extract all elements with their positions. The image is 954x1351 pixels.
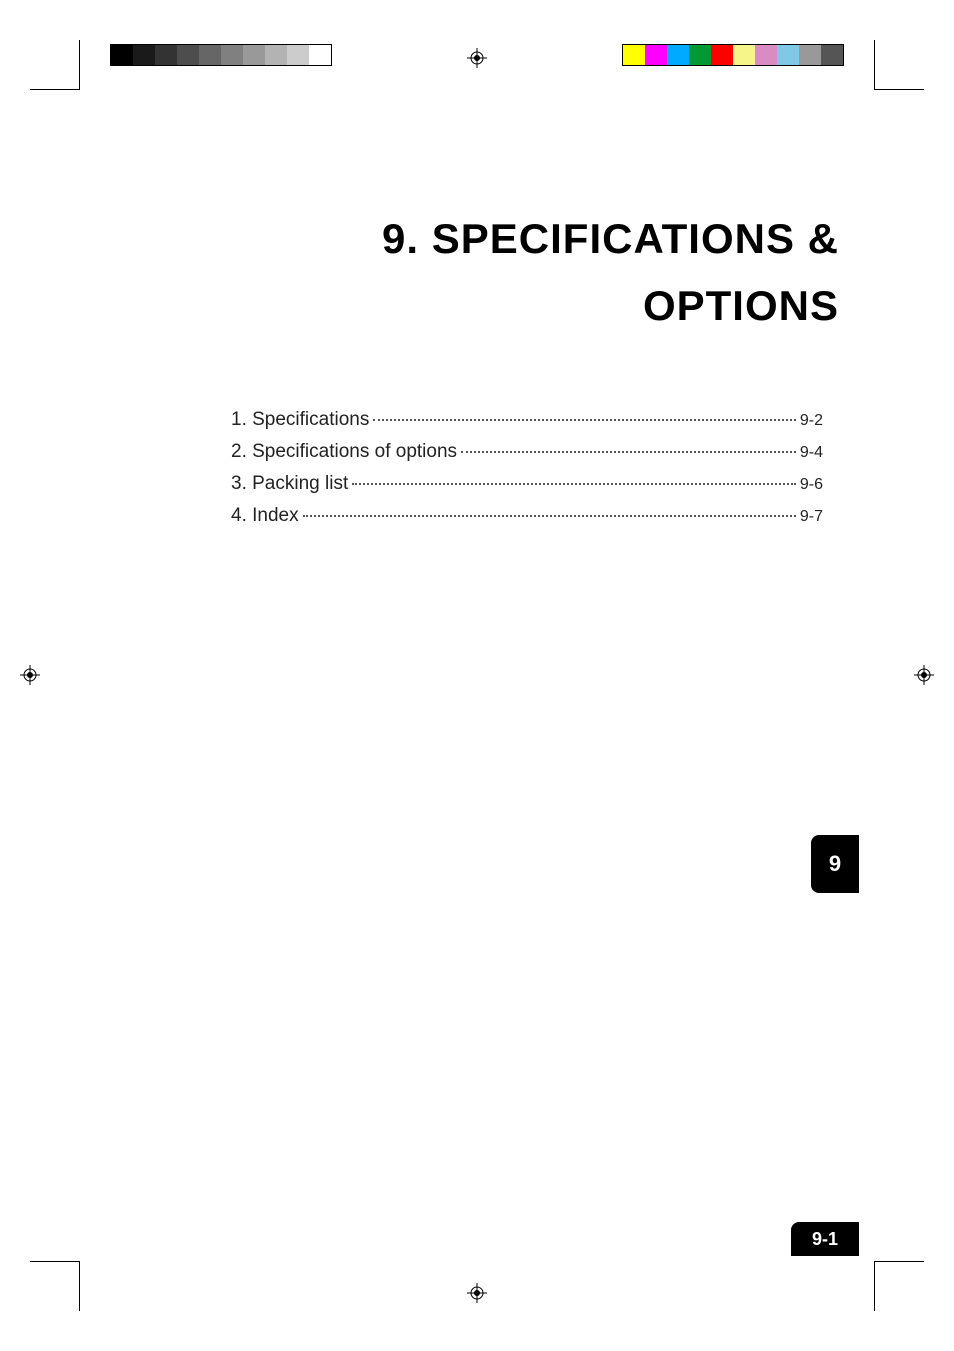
registration-mark-top (467, 48, 487, 68)
toc-leader-dots (303, 515, 796, 517)
gray-swatch (133, 45, 155, 65)
page-content: 9. SPECIFICATIONS & OPTIONS 1. Specifica… (95, 95, 859, 1256)
toc-label: 2. Specifications of options (231, 441, 457, 463)
toc-row: 1. Specifications 9-2 (231, 409, 823, 431)
color-calibration-strip (622, 44, 844, 66)
gray-swatch (111, 45, 133, 65)
toc-row: 4. Index 9-7 (231, 505, 823, 527)
crop-mark-top-left (30, 40, 80, 90)
title-line-1: 9. SPECIFICATIONS & (382, 215, 839, 262)
toc-label: 3. Packing list (231, 473, 348, 495)
gray-swatch (221, 45, 243, 65)
toc-leader-dots (352, 483, 796, 485)
color-swatch (733, 45, 755, 65)
toc-row: 3. Packing list 9-6 (231, 473, 823, 495)
gray-swatch (155, 45, 177, 65)
registration-mark-bottom (467, 1283, 487, 1303)
toc-leader-dots (373, 419, 796, 421)
color-swatch (799, 45, 821, 65)
color-swatch (711, 45, 733, 65)
toc-leader-dots (461, 451, 796, 453)
color-swatch (645, 45, 667, 65)
toc-label: 4. Index (231, 505, 299, 527)
gray-swatch (287, 45, 309, 65)
grayscale-calibration-strip (110, 44, 332, 66)
page-number-label: 9-1 (812, 1229, 838, 1250)
registration-mark-left (20, 665, 40, 685)
table-of-contents: 1. Specifications 9-2 2. Specifications o… (231, 409, 823, 527)
color-swatch (821, 45, 843, 65)
crop-mark-bottom-left (30, 1261, 80, 1311)
chapter-tab: 9 (811, 835, 859, 893)
toc-page: 9-6 (800, 476, 823, 494)
registration-mark-right (914, 665, 934, 685)
color-swatch (667, 45, 689, 65)
chapter-tab-label: 9 (829, 851, 841, 877)
color-swatch (777, 45, 799, 65)
page-number-tab: 9-1 (791, 1222, 859, 1256)
toc-label: 1. Specifications (231, 409, 369, 431)
gray-swatch (177, 45, 199, 65)
gray-swatch (199, 45, 221, 65)
toc-row: 2. Specifications of options 9-4 (231, 441, 823, 463)
chapter-title: 9. SPECIFICATIONS & OPTIONS (95, 205, 839, 339)
toc-page: 9-2 (800, 412, 823, 430)
gray-swatch (243, 45, 265, 65)
gray-swatch (265, 45, 287, 65)
crop-mark-bottom-right (874, 1261, 924, 1311)
gray-swatch (309, 45, 331, 65)
toc-page: 9-7 (800, 508, 823, 526)
toc-page: 9-4 (800, 444, 823, 462)
title-line-2: OPTIONS (643, 282, 839, 329)
color-swatch (755, 45, 777, 65)
crop-mark-top-right (874, 40, 924, 90)
color-swatch (689, 45, 711, 65)
color-swatch (623, 45, 645, 65)
